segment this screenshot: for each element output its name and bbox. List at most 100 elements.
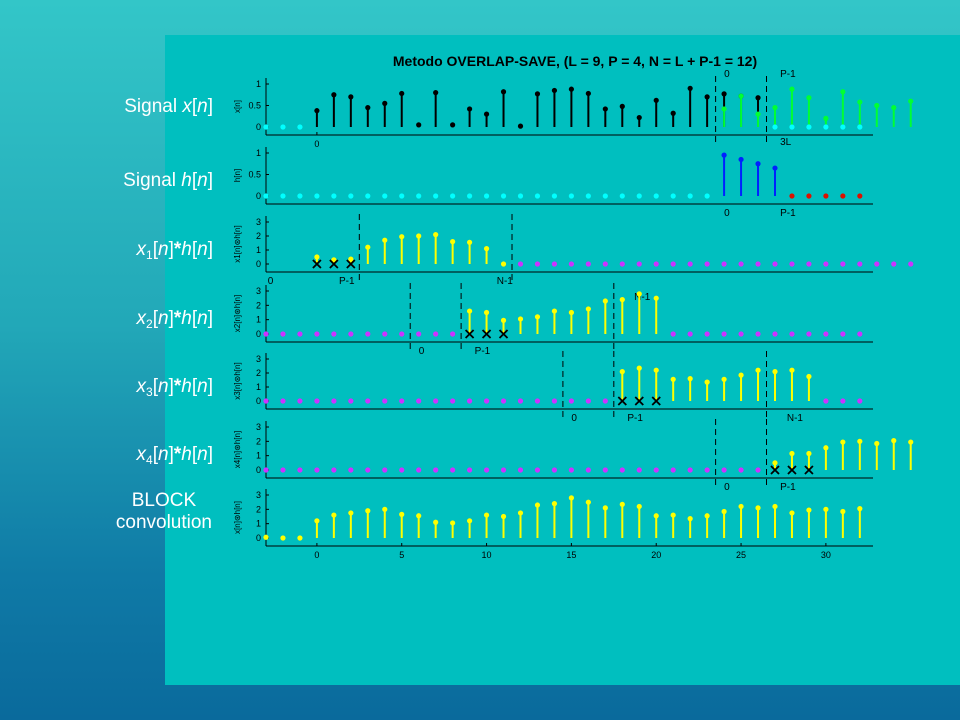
stem-marker — [517, 123, 524, 129]
annotation: P-1 — [475, 346, 491, 357]
discarded-marker — [651, 396, 661, 406]
stem-marker — [772, 261, 778, 267]
stem-marker — [314, 398, 320, 404]
stem-marker — [653, 513, 659, 519]
stem-marker — [619, 261, 625, 267]
stem-marker — [466, 239, 473, 245]
stem-marker — [331, 512, 337, 518]
stem-marker — [314, 108, 320, 114]
subplot-2: 0 0.5 1 h[n] 0 P-1 — [233, 147, 873, 219]
stem-marker — [908, 439, 914, 445]
annotation: 0 — [419, 346, 425, 357]
stem-marker — [738, 503, 744, 510]
stem-marker — [823, 506, 829, 512]
stem-marker — [433, 193, 439, 199]
y-tick-label: 1 — [256, 451, 261, 461]
stem-marker — [619, 369, 625, 375]
stem-marker — [874, 261, 880, 267]
discarded-marker — [770, 465, 780, 475]
y-axis-label: x1[n]⊛h[n] — [233, 225, 242, 262]
stem-marker — [500, 513, 507, 520]
stem-marker — [297, 398, 303, 404]
stem-marker — [772, 124, 778, 130]
stem-marker — [874, 440, 880, 447]
x-tick-label: 10 — [482, 550, 492, 560]
annotation: N-1 — [497, 276, 514, 287]
stem-marker — [585, 467, 591, 473]
y-axis-label: h[n] — [233, 169, 242, 182]
stem-marker — [466, 398, 473, 404]
stem-marker — [738, 467, 744, 473]
stem-marker — [399, 398, 405, 404]
stem-marker — [908, 98, 914, 104]
stem-marker — [466, 193, 473, 199]
y-tick-label: 0 — [256, 465, 261, 475]
stem-marker — [365, 398, 371, 404]
stem-marker — [687, 467, 693, 473]
stem-marker — [416, 398, 422, 404]
stem-marker — [534, 261, 541, 267]
stem-marker — [331, 398, 337, 404]
stem-marker — [738, 93, 744, 99]
stem-marker — [568, 309, 574, 316]
y-tick-label: 0 — [256, 396, 261, 406]
stem-marker — [585, 90, 591, 97]
stem-marker — [585, 306, 591, 312]
stem-marker — [568, 398, 574, 404]
figure-panel — [165, 35, 960, 685]
stem-marker — [500, 467, 507, 473]
stem-marker — [585, 499, 591, 505]
stem-marker — [416, 513, 422, 519]
stem-marker — [840, 193, 846, 199]
stem-marker — [789, 86, 795, 92]
label-conv-3: x3[n]*h[n] — [136, 376, 213, 399]
stem-marker — [500, 89, 507, 95]
stem-marker — [314, 193, 320, 199]
stem-marker — [517, 193, 524, 199]
discarded-marker — [346, 259, 356, 269]
stem-marker — [483, 398, 490, 404]
stem-marker — [551, 308, 558, 314]
stem-marker — [891, 105, 897, 111]
stem-marker — [416, 122, 422, 128]
stem-marker — [857, 99, 863, 105]
stem-marker — [585, 261, 591, 267]
stem-marker — [314, 331, 320, 337]
y-tick-label: 1 — [256, 382, 261, 392]
stem-marker — [568, 261, 574, 267]
stem-marker — [602, 398, 608, 404]
stem-marker — [517, 398, 524, 404]
stem-marker — [840, 124, 846, 130]
stem-marker — [823, 261, 829, 267]
annotation: N-1 — [787, 413, 804, 424]
stem-marker — [789, 367, 795, 373]
stem-marker — [382, 398, 388, 404]
y-tick-label: 1 — [256, 519, 261, 529]
y-axis-label: x[n]⊛h[n] — [233, 501, 242, 534]
annotation: 0 — [724, 482, 730, 493]
y-tick-label: 0.5 — [248, 170, 261, 180]
stems-1 — [263, 85, 914, 130]
stem-marker — [636, 261, 642, 267]
stem-marker — [653, 193, 659, 199]
subplot-5: 0 1 2 3 x3[n]⊛h[n] 0 P-1 N-1 — [233, 351, 873, 424]
x-tick-label: 20 — [651, 550, 661, 560]
stem-marker — [755, 331, 761, 337]
stems-2 — [263, 152, 863, 199]
stem-marker — [721, 106, 727, 112]
stem-marker — [585, 193, 591, 199]
stem-marker — [433, 232, 439, 238]
annotation: 0 — [724, 208, 730, 219]
stem-marker — [670, 110, 676, 116]
x-tick-label: 5 — [399, 550, 404, 560]
stem-marker — [500, 398, 507, 404]
annotation: N-1 — [634, 292, 651, 303]
subplot-1: 0 0.5 1 x[n] 0 0 P-1 3L — [233, 69, 873, 149]
stem-marker — [263, 398, 269, 404]
stem-marker — [670, 376, 676, 382]
stem-marker — [466, 308, 473, 314]
stem-marker — [721, 261, 727, 267]
annotation: 0 — [268, 276, 274, 287]
stem-marker — [823, 331, 829, 337]
x-tick-label: 15 — [566, 550, 576, 560]
